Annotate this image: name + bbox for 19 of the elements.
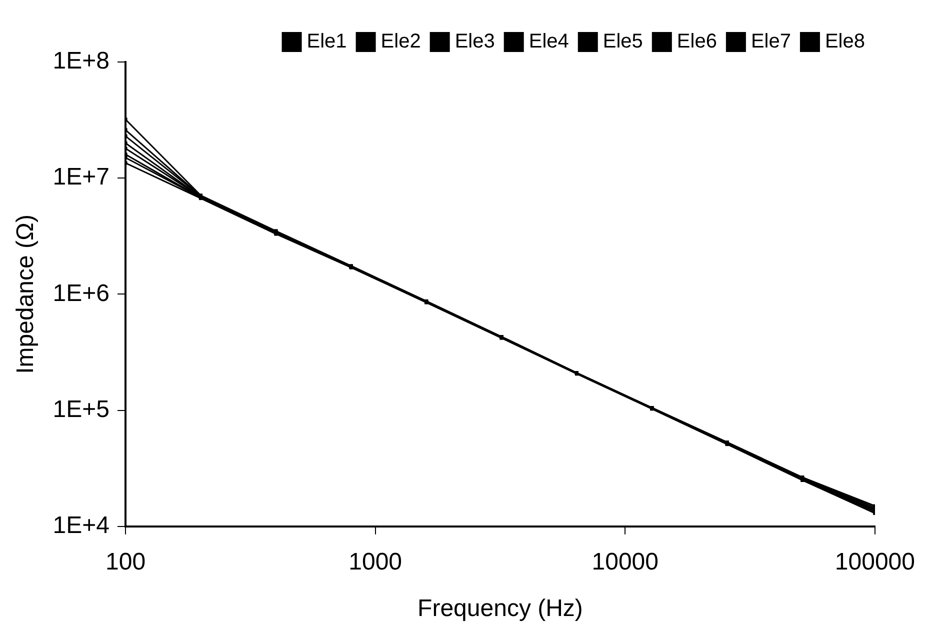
legend-label: Ele2 xyxy=(380,30,421,53)
legend-label: Ele5 xyxy=(602,30,643,53)
legend-label: Ele1 xyxy=(306,30,347,53)
y-tick-label: 1E+6 xyxy=(52,280,110,307)
x-axis-title: Frequency (Hz) xyxy=(418,595,583,622)
x-tick-label: 1000 xyxy=(348,548,402,576)
legend-label: Ele3 xyxy=(454,30,495,53)
x-tick-label: 100000 xyxy=(834,548,916,576)
legend-label: Ele4 xyxy=(528,30,569,53)
y-axis-title: Impedance (Ω) xyxy=(12,214,40,374)
y-tick-label: 1E+5 xyxy=(52,396,110,423)
y-tick-label: 1E+4 xyxy=(52,512,110,540)
y-tick-label: 1E+8 xyxy=(52,48,110,75)
x-tick-label: 10000 xyxy=(592,548,659,576)
legend-label: Ele6 xyxy=(676,30,717,53)
legend-label: Ele8 xyxy=(824,30,865,53)
x-tick-label: 100 xyxy=(105,548,146,576)
legend-label: Ele7 xyxy=(750,30,791,53)
y-tick-label: 1E+7 xyxy=(52,164,110,191)
